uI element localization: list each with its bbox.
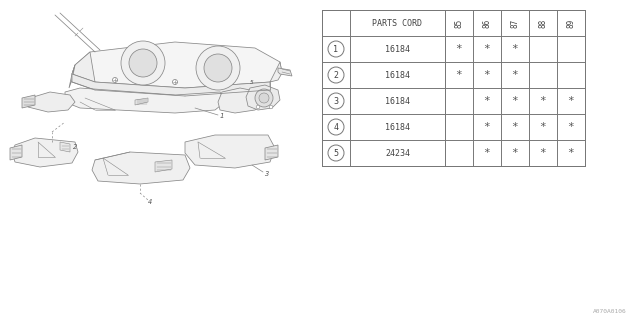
Text: *: * (456, 70, 462, 80)
Polygon shape (246, 85, 280, 110)
Text: 5: 5 (333, 148, 339, 157)
Text: *: * (511, 148, 518, 158)
Polygon shape (60, 142, 70, 152)
Text: *: * (511, 70, 518, 80)
Circle shape (129, 49, 157, 77)
Polygon shape (26, 92, 75, 112)
Text: *: * (456, 44, 462, 54)
Circle shape (196, 46, 240, 90)
Circle shape (269, 105, 273, 109)
Text: 1: 1 (333, 44, 339, 53)
Circle shape (328, 119, 344, 135)
Polygon shape (218, 88, 262, 113)
Text: *: * (568, 122, 574, 132)
Circle shape (121, 41, 165, 85)
Circle shape (256, 105, 260, 109)
Text: 86: 86 (483, 18, 492, 28)
Text: 4: 4 (333, 123, 339, 132)
Text: 3: 3 (333, 97, 339, 106)
Text: *: * (540, 122, 547, 132)
Text: *: * (511, 44, 518, 54)
Polygon shape (155, 160, 172, 172)
Text: 16184: 16184 (385, 97, 410, 106)
Polygon shape (10, 145, 22, 160)
Text: 2: 2 (73, 144, 77, 150)
Text: 85: 85 (454, 18, 463, 28)
Text: 1: 1 (220, 113, 224, 119)
Text: *: * (511, 122, 518, 132)
Text: *: * (484, 96, 490, 106)
Text: 2: 2 (333, 70, 339, 79)
Text: PARTS CORD: PARTS CORD (372, 19, 422, 28)
Text: 5: 5 (250, 79, 253, 84)
Polygon shape (72, 74, 270, 96)
Circle shape (113, 77, 118, 83)
Polygon shape (265, 145, 278, 160)
Text: *: * (540, 96, 547, 106)
Polygon shape (12, 138, 78, 167)
Circle shape (328, 145, 344, 161)
Bar (322, 10, 585, 166)
Circle shape (328, 41, 344, 57)
Text: *: * (568, 148, 574, 158)
Text: 88: 88 (538, 18, 547, 28)
Text: 16184: 16184 (385, 44, 410, 53)
Polygon shape (135, 98, 148, 105)
Polygon shape (72, 42, 282, 88)
Polygon shape (65, 88, 225, 113)
Polygon shape (185, 135, 275, 168)
Text: *: * (540, 148, 547, 158)
Text: *: * (484, 122, 490, 132)
Text: 24234: 24234 (385, 148, 410, 157)
Text: 87: 87 (511, 18, 520, 28)
Circle shape (204, 54, 232, 82)
Text: 16184: 16184 (385, 123, 410, 132)
Text: 4: 4 (148, 199, 152, 205)
Text: *: * (511, 96, 518, 106)
Circle shape (328, 93, 344, 109)
Polygon shape (278, 68, 292, 76)
Text: 89: 89 (566, 18, 575, 28)
Text: *: * (484, 44, 490, 54)
Circle shape (328, 67, 344, 83)
Text: 16184: 16184 (385, 70, 410, 79)
Circle shape (259, 93, 269, 103)
Circle shape (255, 89, 273, 107)
Text: *: * (484, 148, 490, 158)
Text: *: * (568, 96, 574, 106)
Polygon shape (69, 65, 75, 88)
Text: A070A0106: A070A0106 (593, 309, 627, 314)
Text: *: * (484, 70, 490, 80)
Text: 3: 3 (264, 171, 268, 177)
Polygon shape (22, 95, 35, 108)
Circle shape (173, 79, 177, 84)
Polygon shape (92, 152, 190, 184)
Polygon shape (270, 62, 282, 82)
Polygon shape (72, 52, 95, 82)
